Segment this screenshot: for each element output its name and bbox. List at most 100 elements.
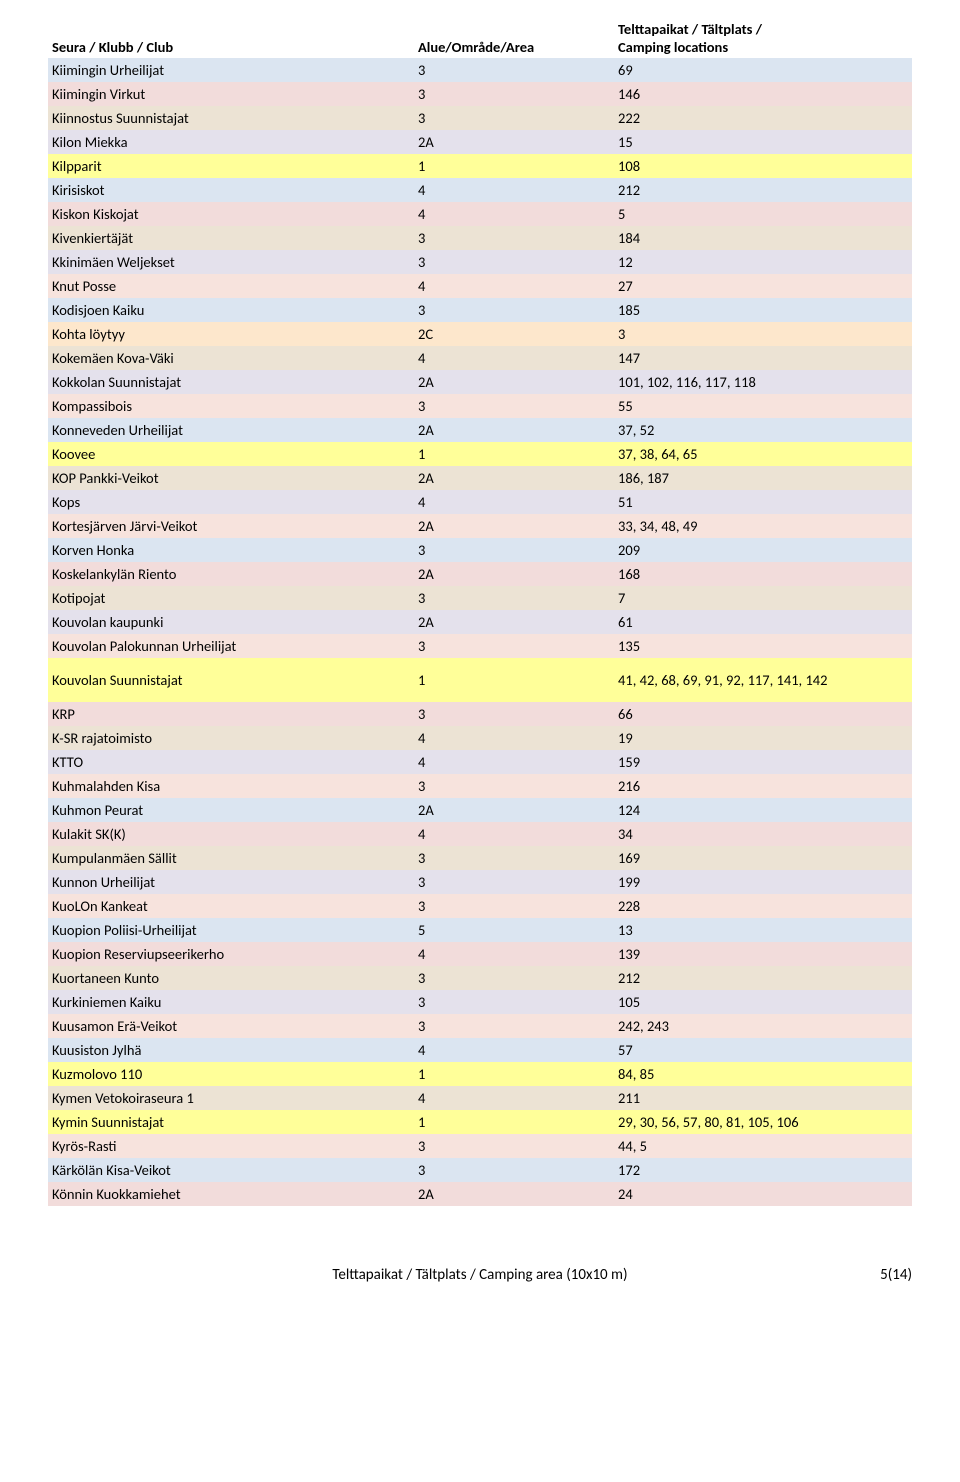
cell-club: Koovee (48, 445, 418, 463)
cell-area: 3 (418, 85, 618, 103)
cell-club: Kiimingin Urheilijat (48, 61, 418, 79)
cell-camp: 3 (618, 325, 898, 343)
cell-camp: 169 (618, 849, 898, 867)
cell-club: Kuhmalahden Kisa (48, 777, 418, 795)
table-row: Kokemäen Kova-Väki4147 (48, 346, 912, 370)
cell-club: KTTO (48, 753, 418, 771)
cell-area: 2A (418, 469, 618, 487)
cell-camp: 37, 52 (618, 421, 898, 439)
cell-area: 3 (418, 397, 618, 415)
header-camp: Telttapaikat / Tältplats / Camping locat… (618, 20, 898, 56)
cell-camp: 13 (618, 921, 898, 939)
cell-area: 3 (418, 541, 618, 559)
cell-club: K-SR rajatoimisto (48, 729, 418, 747)
cell-club: Kotipojat (48, 589, 418, 607)
cell-camp: 168 (618, 565, 898, 583)
table-row: KuoLOn Kankeat3228 (48, 894, 912, 918)
table-row: Kodisjoen Kaiku3185 (48, 298, 912, 322)
cell-area: 3 (418, 705, 618, 723)
cell-area: 2A (418, 801, 618, 819)
cell-area: 2A (418, 613, 618, 631)
cell-camp: 66 (618, 705, 898, 723)
cell-club: Kouvolan Suunnistajat (48, 671, 418, 689)
table-row: Kilon Miekka2A15 (48, 130, 912, 154)
cell-area: 3 (418, 1161, 618, 1179)
cell-area: 4 (418, 205, 618, 223)
cell-club: Kulakit SK(K) (48, 825, 418, 843)
cell-camp: 135 (618, 637, 898, 655)
cell-area: 4 (418, 729, 618, 747)
table-row: Kuzmolovo 110184, 85 (48, 1062, 912, 1086)
cell-camp: 216 (618, 777, 898, 795)
cell-camp: 29, 30, 56, 57, 80, 81, 105, 106 (618, 1113, 898, 1131)
table-row: Konneveden Urheilijat2A37, 52 (48, 418, 912, 442)
cell-club: Kokkolan Suunnistajat (48, 373, 418, 391)
cell-club: Kumpulanmäen Sällit (48, 849, 418, 867)
cell-camp: 84, 85 (618, 1065, 898, 1083)
cell-club: Konneveden Urheilijat (48, 421, 418, 439)
cell-camp: 51 (618, 493, 898, 511)
cell-area: 3 (418, 253, 618, 271)
table-row: Koovee137, 38, 64, 65 (48, 442, 912, 466)
cell-club: Kymen Vetokoiraseura 1 (48, 1089, 418, 1107)
cell-camp: 108 (618, 157, 898, 175)
cell-club: Kunnon Urheilijat (48, 873, 418, 891)
cell-camp: 212 (618, 181, 898, 199)
table-row: Kyrös-Rasti344, 5 (48, 1134, 912, 1158)
table-row: Kivenkiertäjät3184 (48, 226, 912, 250)
table-row: Kiimingin Virkut3146 (48, 82, 912, 106)
table-row: Kompassibois355 (48, 394, 912, 418)
cell-area: 2A (418, 1185, 618, 1203)
cell-club: Kiinnostus Suunnistajat (48, 109, 418, 127)
header-club: Seura / Klubb / Club (48, 38, 418, 56)
cell-club: Kokemäen Kova-Väki (48, 349, 418, 367)
table-header: Seura / Klubb / Club Alue/Område/Area Te… (48, 20, 912, 56)
table-row: Kuopion Poliisi-Urheilijat513 (48, 918, 912, 942)
cell-area: 2C (418, 325, 618, 343)
cell-club: Kohta löytyy (48, 325, 418, 343)
table-row: Kymin Suunnistajat129, 30, 56, 57, 80, 8… (48, 1110, 912, 1134)
cell-camp: 61 (618, 613, 898, 631)
cell-camp: 57 (618, 1041, 898, 1059)
page-footer: Telttapaikat / Tältplats / Camping area … (48, 1266, 912, 1284)
table-row: Kohta löytyy2C3 (48, 322, 912, 346)
table-row: Kärkölän Kisa-Veikot3172 (48, 1158, 912, 1182)
cell-club: Kuzmolovo 110 (48, 1065, 418, 1083)
table-row: Kuusiston Jylhä457 (48, 1038, 912, 1062)
cell-club: Kompassibois (48, 397, 418, 415)
cell-camp: 37, 38, 64, 65 (618, 445, 898, 463)
cell-club: Kurkiniemen Kaiku (48, 993, 418, 1011)
cell-area: 4 (418, 753, 618, 771)
cell-area: 3 (418, 873, 618, 891)
cell-camp: 209 (618, 541, 898, 559)
cell-area: 1 (418, 1113, 618, 1131)
cell-club: Kouvolan Palokunnan Urheilijat (48, 637, 418, 655)
table-row: Kurkiniemen Kaiku3105 (48, 990, 912, 1014)
cell-area: 3 (418, 897, 618, 915)
cell-area: 4 (418, 825, 618, 843)
cell-club: Könnin Kuokkamiehet (48, 1185, 418, 1203)
cell-club: Kirisiskot (48, 181, 418, 199)
table-row: Kiinnostus Suunnistajat3222 (48, 106, 912, 130)
cell-area: 2A (418, 565, 618, 583)
cell-camp: 124 (618, 801, 898, 819)
table-row: Kirisiskot4212 (48, 178, 912, 202)
table-row: Kouvolan Suunnistajat141, 42, 68, 69, 91… (48, 658, 912, 702)
cell-club: Kuopion Reserviupseerikerho (48, 945, 418, 963)
cell-club: Kilon Miekka (48, 133, 418, 151)
cell-area: 4 (418, 945, 618, 963)
cell-area: 1 (418, 157, 618, 175)
cell-area: 4 (418, 181, 618, 199)
table-row: K-SR rajatoimisto419 (48, 726, 912, 750)
cell-area: 5 (418, 921, 618, 939)
cell-area: 4 (418, 1089, 618, 1107)
cell-camp: 139 (618, 945, 898, 963)
cell-club: Korven Honka (48, 541, 418, 559)
table-row: Kuhmon Peurat2A124 (48, 798, 912, 822)
cell-club: Kuhmon Peurat (48, 801, 418, 819)
table-row: Kunnon Urheilijat3199 (48, 870, 912, 894)
footer-title: Telttapaikat / Tältplats / Camping area … (48, 1266, 832, 1284)
cell-club: Kärkölän Kisa-Veikot (48, 1161, 418, 1179)
cell-camp: 27 (618, 277, 898, 295)
cell-camp: 159 (618, 753, 898, 771)
